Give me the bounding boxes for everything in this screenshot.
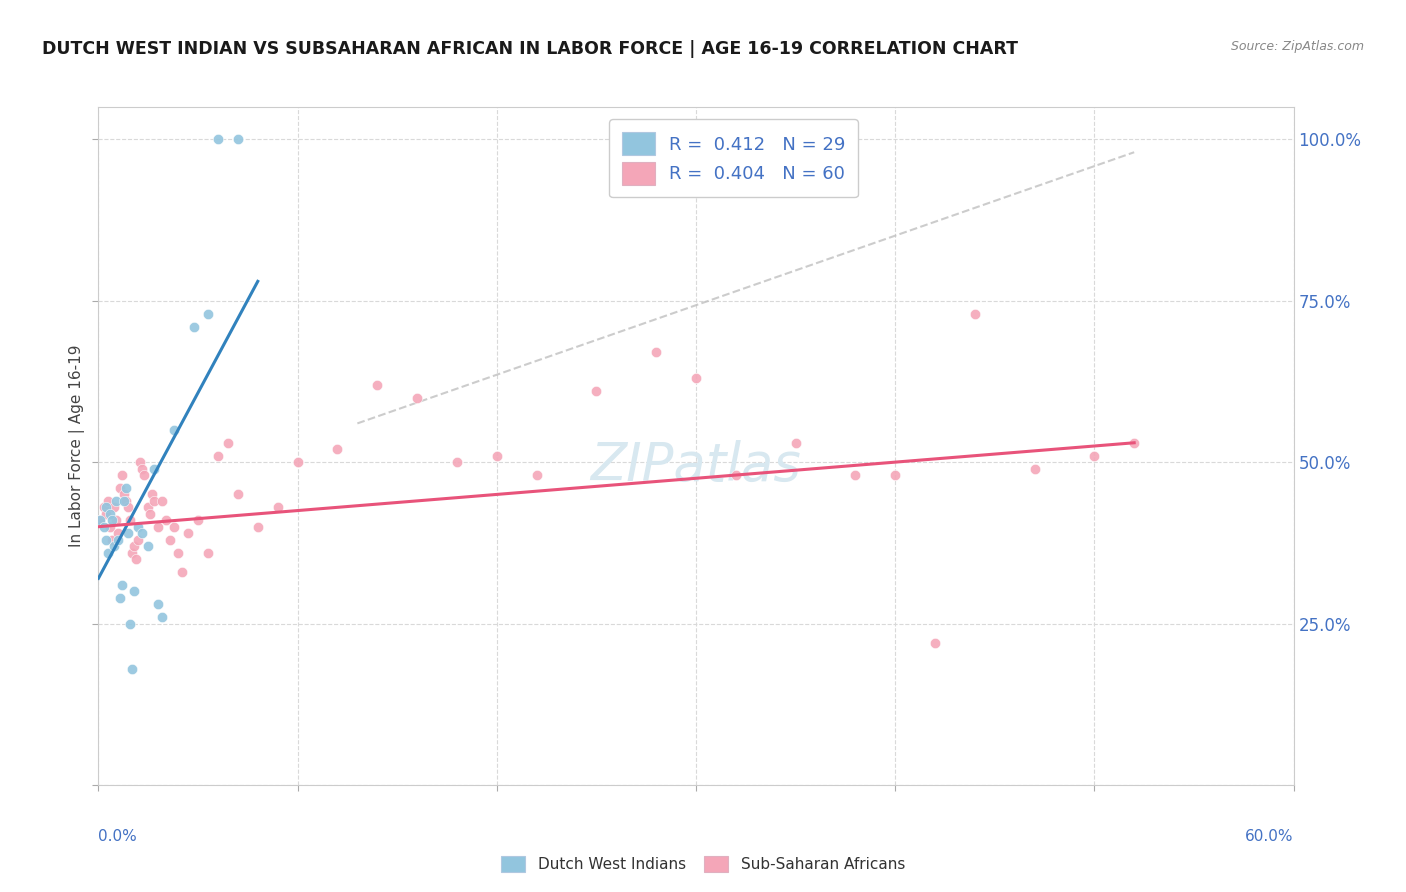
Point <box>89 513 111 527</box>
Point <box>148 597 170 611</box>
Point <box>110 591 132 605</box>
Point <box>96 533 118 547</box>
Point <box>246 519 269 533</box>
Point <box>148 519 170 533</box>
Point <box>1024 461 1046 475</box>
Point <box>129 455 152 469</box>
Point <box>136 539 159 553</box>
Point <box>366 377 388 392</box>
Point <box>97 494 120 508</box>
Point <box>187 513 209 527</box>
Point <box>112 494 135 508</box>
Point <box>924 636 946 650</box>
Point <box>121 662 143 676</box>
Point <box>131 461 153 475</box>
Point <box>183 319 205 334</box>
Point <box>1083 449 1105 463</box>
Point <box>406 391 429 405</box>
Point <box>163 519 186 533</box>
Point <box>724 468 747 483</box>
Point <box>645 345 668 359</box>
Point <box>150 494 173 508</box>
Point <box>177 526 200 541</box>
Point <box>159 533 181 547</box>
Point <box>226 132 249 146</box>
Point <box>111 578 134 592</box>
Point <box>115 494 138 508</box>
Point <box>167 545 190 559</box>
Point <box>97 545 120 559</box>
Point <box>446 455 468 469</box>
Text: DUTCH WEST INDIAN VS SUBSAHARAN AFRICAN IN LABOR FORCE | AGE 16-19 CORRELATION C: DUTCH WEST INDIAN VS SUBSAHARAN AFRICAN … <box>42 40 1018 58</box>
Point <box>139 507 162 521</box>
Point <box>98 519 122 533</box>
Point <box>326 442 349 457</box>
Point <box>785 435 807 450</box>
Point <box>127 519 149 533</box>
Point <box>197 307 219 321</box>
Legend: R =  0.412   N = 29, R =  0.404   N = 60: R = 0.412 N = 29, R = 0.404 N = 60 <box>609 120 858 197</box>
Point <box>485 449 508 463</box>
Point <box>111 468 134 483</box>
Point <box>103 539 125 553</box>
Point <box>585 384 607 398</box>
Point <box>884 468 907 483</box>
Point <box>117 500 139 515</box>
Point <box>685 371 707 385</box>
Point <box>105 494 128 508</box>
Point <box>120 513 142 527</box>
Text: 0.0%: 0.0% <box>98 829 138 844</box>
Point <box>125 552 148 566</box>
Point <box>115 481 138 495</box>
Point <box>124 584 146 599</box>
Point <box>963 307 986 321</box>
Point <box>197 545 219 559</box>
Legend: Dutch West Indians, Sub-Saharan Africans: Dutch West Indians, Sub-Saharan Africans <box>494 848 912 880</box>
Point <box>226 487 249 501</box>
Point <box>131 526 153 541</box>
Point <box>217 435 239 450</box>
Point <box>110 481 132 495</box>
Point <box>112 487 135 501</box>
Point <box>93 500 115 515</box>
Text: 60.0%: 60.0% <box>1246 829 1294 844</box>
Point <box>124 539 146 553</box>
Point <box>207 132 229 146</box>
Point <box>141 487 163 501</box>
Point <box>105 513 128 527</box>
Point <box>143 494 166 508</box>
Point <box>127 533 149 547</box>
Point <box>89 513 111 527</box>
Point <box>526 468 548 483</box>
Point <box>172 565 194 579</box>
Point <box>121 545 143 559</box>
Point <box>107 533 129 547</box>
Point <box>134 468 156 483</box>
Point <box>143 461 166 475</box>
Point <box>93 519 115 533</box>
Point <box>136 500 159 515</box>
Point <box>117 526 139 541</box>
Point <box>120 616 142 631</box>
Point <box>96 500 118 515</box>
Point <box>107 526 129 541</box>
Text: Source: ZipAtlas.com: Source: ZipAtlas.com <box>1230 40 1364 54</box>
Point <box>96 507 118 521</box>
Point <box>103 500 125 515</box>
Point <box>98 507 122 521</box>
Point <box>150 610 173 624</box>
Y-axis label: In Labor Force | Age 16-19: In Labor Force | Age 16-19 <box>69 344 84 548</box>
Point <box>1123 435 1146 450</box>
Point <box>101 513 124 527</box>
Point <box>267 500 290 515</box>
Point <box>287 455 309 469</box>
Text: ZIPatlas: ZIPatlas <box>591 441 801 492</box>
Point <box>155 513 177 527</box>
Point <box>163 423 186 437</box>
Point <box>844 468 866 483</box>
Point <box>101 533 124 547</box>
Point <box>207 449 229 463</box>
